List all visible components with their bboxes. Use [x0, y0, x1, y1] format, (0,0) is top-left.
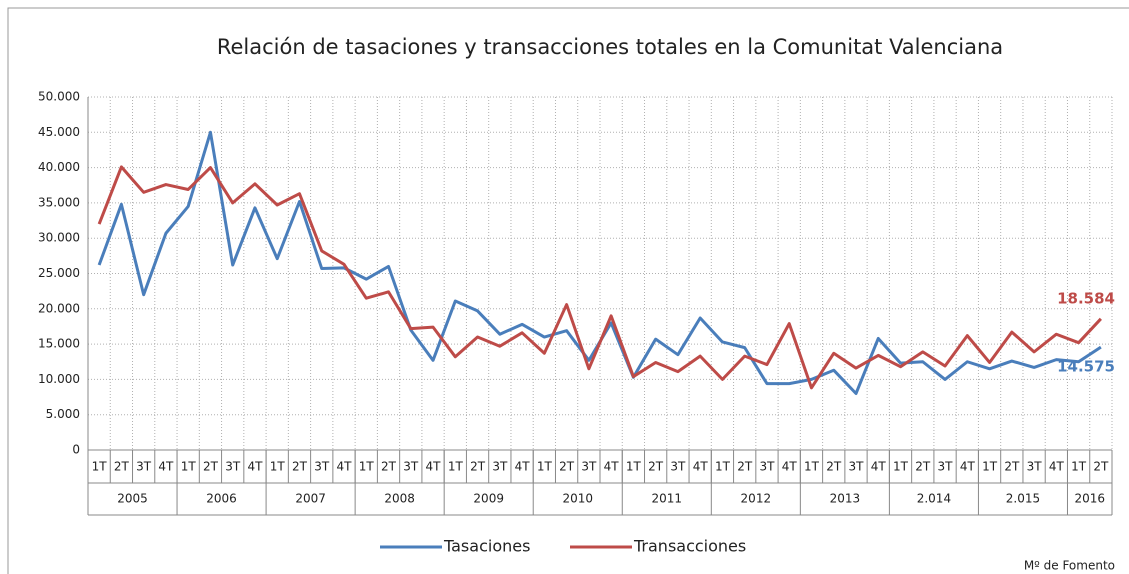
chart-title: Relación de tasaciones y transacciones t… [217, 35, 1003, 59]
x-tick-label: 4T [960, 460, 976, 474]
x-tick-label: 3T [1027, 460, 1043, 474]
y-tick-label: 40.000 [38, 160, 80, 174]
x-tick-label: 1T [1071, 460, 1087, 474]
year-label: 2.015 [1006, 492, 1040, 506]
legend-label: Transacciones [633, 537, 746, 556]
year-label: 2013 [830, 492, 861, 506]
x-tick-label: 1T [804, 460, 820, 474]
year-label: 2005 [117, 492, 148, 506]
x-tick-label: 1T [92, 460, 108, 474]
x-tick-label: 2T [292, 460, 308, 474]
x-tick-label: 1T [893, 460, 909, 474]
y-tick-label: 25.000 [38, 266, 80, 280]
x-tick-label: 3T [136, 460, 152, 474]
legend-label: Tasaciones [443, 537, 530, 556]
x-tick-label: 1T [982, 460, 998, 474]
x-tick-label: 1T [181, 460, 197, 474]
x-tick-label: 2T [203, 460, 219, 474]
year-label: 2008 [384, 492, 415, 506]
x-tick-label: 3T [581, 460, 597, 474]
value-label: 18.584 [1057, 289, 1115, 307]
x-tick-label: 1T [270, 460, 286, 474]
y-tick-label: 45.000 [38, 125, 80, 139]
x-tick-label: 2T [648, 460, 664, 474]
year-label: 2011 [652, 492, 683, 506]
x-tick-label: 3T [225, 460, 241, 474]
x-tick-label: 4T [604, 460, 620, 474]
x-tick-label: 2T [737, 460, 753, 474]
x-tick-label: 2T [915, 460, 931, 474]
x-tick-label: 4T [247, 460, 263, 474]
year-label: 2010 [562, 492, 593, 506]
x-tick-label: 1T [448, 460, 464, 474]
y-tick-label: 0 [72, 443, 80, 457]
x-tick-label: 2T [1093, 460, 1109, 474]
x-tick-label: 4T [693, 460, 709, 474]
x-tick-label: 1T [537, 460, 553, 474]
x-tick-label: 3T [759, 460, 775, 474]
x-tick-label: 1T [626, 460, 642, 474]
x-tick-label: 4T [782, 460, 798, 474]
y-tick-label: 50.000 [38, 90, 80, 104]
x-tick-label: 3T [314, 460, 330, 474]
value-label: 14.575 [1057, 358, 1115, 376]
x-tick-label: 3T [403, 460, 419, 474]
frame [7, 7, 1129, 574]
x-tick-label: 2T [381, 460, 397, 474]
y-tick-label: 15.000 [38, 337, 80, 351]
x-tick-label: 3T [670, 460, 686, 474]
year-label: 2009 [473, 492, 504, 506]
x-tick-label: 2T [826, 460, 842, 474]
x-tick-label: 2T [1004, 460, 1020, 474]
year-label: 2006 [206, 492, 237, 506]
year-label: 2016 [1074, 492, 1105, 506]
year-label: 2.014 [917, 492, 951, 506]
x-tick-label: 2T [470, 460, 486, 474]
y-tick-label: 5.000 [46, 407, 80, 421]
x-tick-label: 3T [938, 460, 954, 474]
line-series [97, 165, 1102, 390]
x-tick-label: 4T [158, 460, 174, 474]
x-tick-label: 1T [359, 460, 375, 474]
y-tick-label: 20.000 [38, 301, 80, 315]
source: Mº de Fomento [1024, 559, 1115, 573]
x-tick-label: 2T [114, 460, 130, 474]
x-tick-label: 4T [426, 460, 442, 474]
x-tick-label: 1T [715, 460, 731, 474]
year-label: 2012 [741, 492, 772, 506]
x-tick-label: 3T [492, 460, 508, 474]
x-tick-label: 4T [337, 460, 353, 474]
x-tick-label: 4T [515, 460, 531, 474]
year-label: 2007 [295, 492, 326, 506]
x-tick-label: 4T [871, 460, 887, 474]
x-tick-label: 2T [559, 460, 575, 474]
x-tick-label: 4T [1049, 460, 1065, 474]
y-tick-label: 30.000 [38, 231, 80, 245]
y-tick-label: 10.000 [38, 372, 80, 386]
x-tick-label: 3T [849, 460, 865, 474]
y-tick-label: 35.000 [38, 195, 80, 209]
